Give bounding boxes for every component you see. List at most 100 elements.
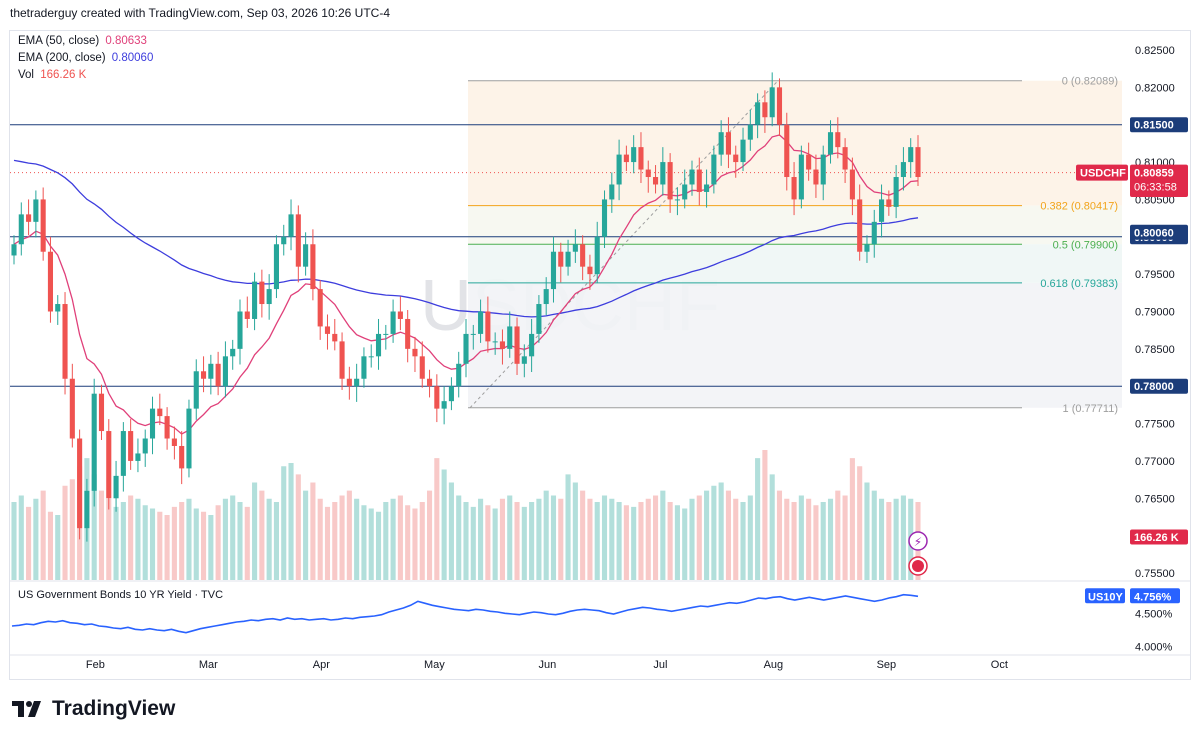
volume-bar xyxy=(120,502,126,580)
volume-bar xyxy=(273,502,280,580)
volume-bar xyxy=(215,505,221,580)
candle-body xyxy=(652,177,659,185)
sub-pane-title[interactable]: US Government Bonds 10 YR Yield · TVC xyxy=(18,589,224,601)
candle-body xyxy=(222,356,228,387)
volume-bar xyxy=(354,498,360,580)
volume-bar xyxy=(638,502,644,580)
candle-body xyxy=(623,154,629,163)
volume-bar xyxy=(171,506,177,580)
volume-bar xyxy=(849,458,855,580)
legend-ema50-value: 0.80633 xyxy=(105,35,147,47)
candle-body xyxy=(441,401,447,409)
volume-bar xyxy=(456,495,462,580)
price-tick-label: 0.82500 xyxy=(1135,45,1175,57)
volume-bar xyxy=(310,482,316,580)
volume-bar xyxy=(594,502,600,580)
candle-body xyxy=(383,333,389,335)
volume-bar xyxy=(499,498,506,580)
volume-bar xyxy=(587,498,593,580)
volume-bar xyxy=(448,482,454,580)
candle-body xyxy=(893,177,899,207)
volume-bar xyxy=(857,466,863,580)
fib-zone-3 xyxy=(468,282,1122,408)
volume-bar xyxy=(798,495,804,580)
volume-bar xyxy=(259,490,265,580)
volume-bar xyxy=(900,495,906,580)
candle-body xyxy=(871,221,877,245)
candle-body xyxy=(864,244,870,252)
volume-bar xyxy=(397,495,403,580)
candle-body xyxy=(478,311,484,334)
candle-body xyxy=(18,214,24,245)
candle-body xyxy=(791,177,797,200)
volume-bar xyxy=(230,495,236,580)
candle-body xyxy=(237,311,243,349)
volume-bar xyxy=(762,450,768,580)
volume-bar xyxy=(375,511,382,580)
candle-body xyxy=(900,162,906,178)
candle-body xyxy=(26,214,32,222)
volume-bar xyxy=(463,502,469,580)
candle-body xyxy=(915,147,921,178)
candle-body xyxy=(507,326,513,349)
candle-body xyxy=(543,289,549,305)
legend-ema50[interactable]: EMA (50, close) 0.80633 xyxy=(18,35,147,47)
volume-bar xyxy=(26,506,32,580)
candle-body xyxy=(135,453,141,461)
price-tick-label: 0.78500 xyxy=(1135,344,1175,356)
volume-bar xyxy=(827,498,834,580)
candle-body xyxy=(470,333,476,335)
candle-body xyxy=(499,341,506,349)
volume-bar xyxy=(682,508,688,580)
candle-body xyxy=(266,289,272,305)
symbol-tag-bg xyxy=(1076,164,1128,181)
volume-bar xyxy=(835,490,841,580)
volume-bar xyxy=(806,498,812,580)
candle-body xyxy=(252,281,258,319)
candle-body xyxy=(740,139,746,163)
yield-symbol-tag: US10Y xyxy=(1088,591,1124,603)
volume-bar xyxy=(346,490,352,580)
volume-bar xyxy=(543,490,549,580)
candle-body xyxy=(456,363,462,387)
candle-body xyxy=(769,87,775,118)
tradingview-brand: TradingView xyxy=(12,697,175,721)
volume-bar xyxy=(871,490,877,580)
volume-bar xyxy=(295,474,301,580)
legend-ema200[interactable]: EMA (200, close) 0.80060 xyxy=(18,52,153,64)
volume-bar xyxy=(222,498,228,580)
month-label: Apr xyxy=(313,659,330,671)
candle-body xyxy=(601,199,608,237)
volume-bar xyxy=(609,498,615,580)
candle-body xyxy=(259,281,265,305)
volume-bar xyxy=(288,463,294,580)
month-label: Oct xyxy=(991,659,1008,671)
candle-body xyxy=(84,490,90,529)
candle-body xyxy=(375,333,382,357)
volume-bar xyxy=(135,498,141,580)
volume-bar xyxy=(507,495,513,580)
candle-body xyxy=(273,244,280,290)
candle-body xyxy=(354,378,360,387)
candle-body xyxy=(798,154,804,200)
candle-body xyxy=(529,333,535,357)
volume-bar xyxy=(893,498,899,580)
level-tag-bg xyxy=(1130,117,1188,133)
volume-bar xyxy=(521,506,527,580)
volume-bar xyxy=(886,502,892,580)
volume-bar xyxy=(470,506,476,580)
volume-bar xyxy=(492,508,498,580)
level-tag-bg xyxy=(1130,378,1188,394)
candle-body xyxy=(616,154,622,185)
candle-body xyxy=(689,169,695,185)
volume-bar xyxy=(878,498,885,580)
legend-volume[interactable]: Vol 166.26 K xyxy=(18,69,86,81)
volume-bar xyxy=(368,508,374,580)
candle-body xyxy=(317,289,323,327)
candle-body xyxy=(813,169,819,185)
volume-bar xyxy=(390,498,396,580)
fib-label-0.5: 0.5 (0.79900) xyxy=(1053,239,1118,251)
volume-bar xyxy=(339,495,345,580)
candle-body xyxy=(47,251,54,312)
